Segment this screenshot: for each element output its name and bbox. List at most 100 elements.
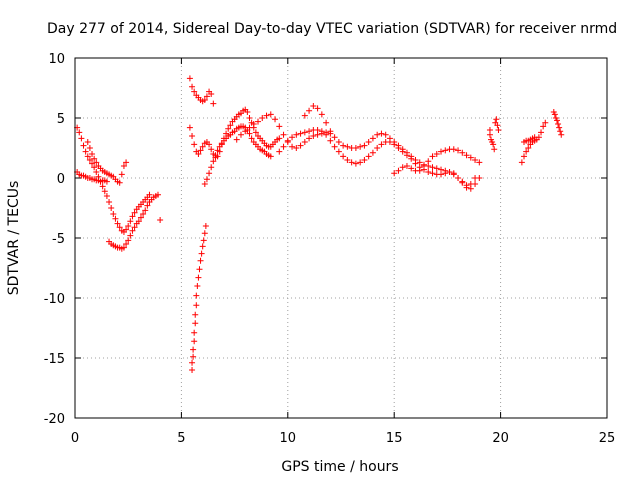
data-point <box>201 230 208 237</box>
data-point <box>203 176 210 183</box>
data-point <box>558 131 565 138</box>
data-point <box>403 163 410 169</box>
data-point <box>378 141 385 148</box>
data-point <box>420 163 427 169</box>
grid <box>75 58 607 418</box>
data-point <box>99 183 106 190</box>
data-point <box>344 157 351 163</box>
data-point <box>280 131 287 138</box>
data-point <box>306 107 313 114</box>
data-point <box>433 151 440 157</box>
data-point <box>252 129 259 136</box>
data-point <box>137 214 144 221</box>
data-point <box>93 169 100 175</box>
data-point <box>314 127 321 133</box>
data-point <box>306 135 313 142</box>
data-point <box>297 142 304 149</box>
data-point <box>210 158 217 165</box>
data-point <box>191 141 198 148</box>
data-point <box>123 226 130 233</box>
data-point <box>190 353 197 360</box>
data-point <box>518 159 525 166</box>
data-point <box>192 311 199 318</box>
data-point <box>408 165 415 172</box>
data-point <box>189 359 196 366</box>
data-point <box>412 157 419 163</box>
x-tick-label: 0 <box>71 431 79 446</box>
data-point <box>246 115 253 121</box>
data-point <box>267 111 274 118</box>
data-point <box>365 139 372 145</box>
y-tick-label: 0 <box>57 172 65 187</box>
data-point <box>194 283 201 289</box>
data-point <box>112 215 119 222</box>
data-point <box>189 83 196 90</box>
y-tick-label: -20 <box>44 412 65 427</box>
data-point <box>374 131 381 138</box>
data-point <box>357 143 364 150</box>
data-point <box>327 137 334 144</box>
data-point <box>553 117 560 124</box>
data-point <box>82 148 89 155</box>
data-point <box>442 167 449 174</box>
data-point <box>129 227 136 234</box>
data-point <box>198 250 205 257</box>
data-point <box>86 157 93 163</box>
data-point <box>142 207 149 214</box>
data-point <box>459 178 466 185</box>
data-point <box>395 167 402 174</box>
data-point <box>272 116 279 123</box>
data-point <box>374 145 381 151</box>
data-point <box>140 211 147 217</box>
data-point <box>233 136 240 143</box>
data-point <box>116 224 123 231</box>
data-point <box>459 149 466 156</box>
data-point <box>76 129 83 136</box>
data-point <box>490 141 497 148</box>
data-point <box>78 135 85 142</box>
data-point <box>246 124 253 131</box>
data-point <box>127 218 134 225</box>
chart-title: Day 277 of 2014, Sidereal Day-to-day VTE… <box>47 21 617 37</box>
data-point <box>84 139 91 145</box>
data-point <box>531 134 538 141</box>
data-point <box>202 223 209 229</box>
data-point <box>525 145 532 151</box>
data-point <box>429 170 436 177</box>
data-point <box>255 118 262 125</box>
data-point <box>195 274 202 281</box>
data-point <box>357 159 364 166</box>
data-point <box>556 124 563 131</box>
data-point <box>476 159 483 166</box>
data-point <box>301 129 308 136</box>
data-point <box>131 224 138 231</box>
data-point <box>280 143 287 150</box>
data-point <box>472 157 479 163</box>
data-point <box>486 131 493 138</box>
y-tick-label: 5 <box>57 112 65 127</box>
data-point <box>538 129 545 136</box>
data-point <box>197 147 204 154</box>
data-point <box>206 170 213 177</box>
data-point <box>344 143 351 150</box>
data-point <box>237 131 244 138</box>
data-point <box>123 241 130 247</box>
data-point <box>186 124 193 131</box>
data-point <box>193 302 200 309</box>
data-point <box>429 164 436 171</box>
data-point <box>463 182 470 189</box>
data-point <box>242 128 249 135</box>
data-point <box>416 159 423 166</box>
data-point <box>154 191 161 198</box>
data-point <box>463 152 470 159</box>
x-tick-label: 25 <box>599 431 616 446</box>
data-point <box>192 320 199 327</box>
data-point <box>386 135 393 142</box>
data-point <box>248 135 255 142</box>
data-point <box>208 146 215 153</box>
data-point <box>310 133 317 139</box>
data-point <box>103 193 110 199</box>
data-point <box>289 134 296 141</box>
y-tick-label: -15 <box>44 352 65 367</box>
data-point <box>438 166 445 173</box>
